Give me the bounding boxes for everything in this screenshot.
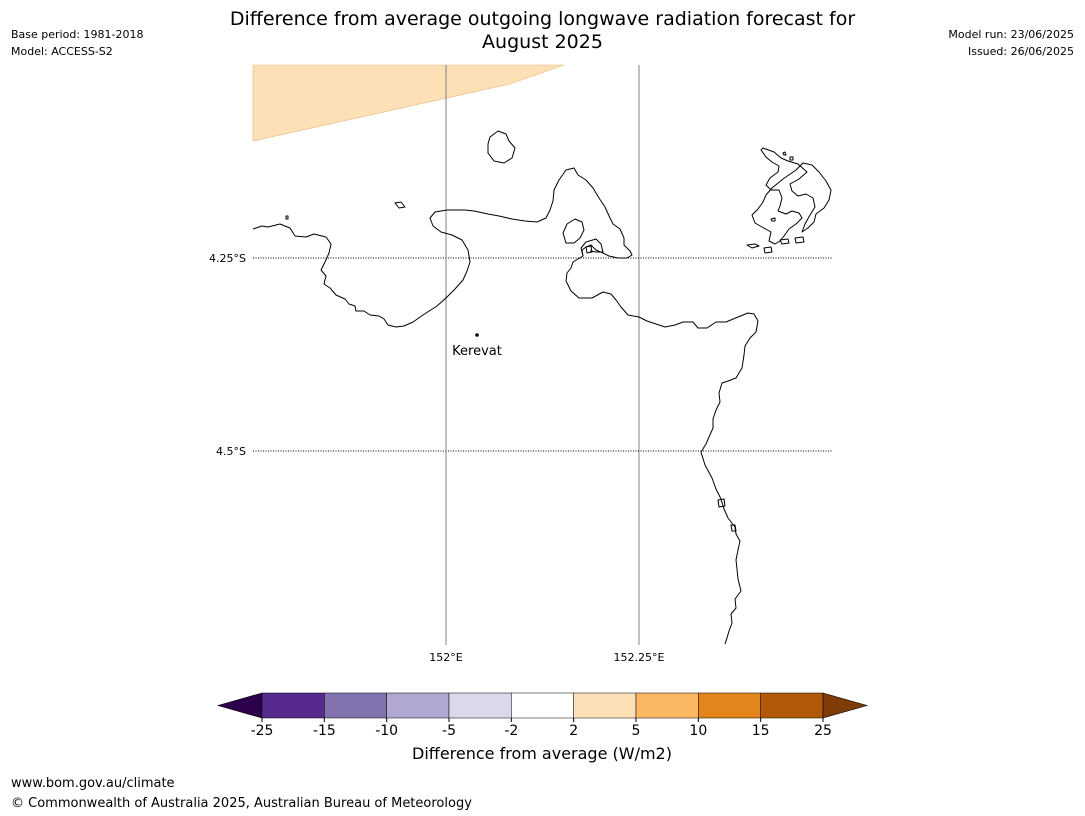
anomaly-shaded-area xyxy=(252,64,565,142)
islet-west-1 xyxy=(394,201,406,209)
islet-east-5 xyxy=(782,151,787,156)
map-title: Difference from average outgoing longwav… xyxy=(160,8,925,54)
colorbar-tick-label: 15 xyxy=(752,723,770,739)
kerevat-label: Kerevat xyxy=(452,344,502,359)
duke-of-york-islands xyxy=(751,147,832,245)
colorbar-bin xyxy=(573,692,637,719)
colorbar-tick-label: 2 xyxy=(569,723,578,739)
coastline-main xyxy=(252,167,759,645)
colorbar-bin xyxy=(261,692,325,719)
title-line-2: August 2025 xyxy=(482,31,603,53)
colorbar-bin xyxy=(324,692,387,719)
colorbar-bin xyxy=(386,692,450,719)
copyright-text: © Commonwealth of Australia 2025, Austra… xyxy=(11,796,472,811)
islet-east-2 xyxy=(763,246,773,254)
colorbar-tick-label: 10 xyxy=(689,723,707,739)
lon-label-152e: 152°E xyxy=(429,651,462,664)
colorbar-bin xyxy=(511,692,574,719)
islet-east-6 xyxy=(789,156,794,161)
lat-label-4-25s: 4.25°S xyxy=(209,252,246,265)
colorbar-bin xyxy=(698,692,761,719)
coastline-peninsula xyxy=(562,218,585,244)
colorbar-tick-label: -15 xyxy=(313,723,336,739)
lon-label-152-25e: 152.25°E xyxy=(614,651,665,664)
colorbar-tick-label: -10 xyxy=(375,723,398,739)
coastline-inlet xyxy=(580,238,604,257)
islet-south-2 xyxy=(730,524,737,532)
colorbar-tick-label: -25 xyxy=(251,723,274,739)
kerevat-marker xyxy=(475,333,479,337)
base-period-text: Base period: 1981-2018 xyxy=(11,28,144,41)
islet-bay xyxy=(585,245,593,254)
islet-east-1 xyxy=(746,243,760,249)
lat-label-4-5s: 4.5°S xyxy=(216,445,246,458)
model-run-text: Model run: 23/06/2025 xyxy=(948,28,1074,41)
map-metadata-left: Base period: 1981-2018 Model: ACCESS-S2 xyxy=(11,26,143,60)
colorbar-tick-label: -2 xyxy=(504,723,518,739)
map-metadata-right: Model run: 23/06/2025 Issued: 26/06/2025 xyxy=(948,26,1074,60)
islet-east-3 xyxy=(779,238,790,245)
islet-south-1 xyxy=(717,498,726,508)
islet-west-2 xyxy=(285,215,289,220)
colorbar-tick-label: 25 xyxy=(814,723,832,739)
title-line-1: Difference from average outgoing longwav… xyxy=(229,8,856,30)
colorbar-tick-label: 5 xyxy=(632,723,641,739)
colorbar-bin xyxy=(760,692,824,719)
colorbar-bins xyxy=(261,692,824,719)
model-text: Model: ACCESS-S2 xyxy=(11,45,113,58)
islet-east-4 xyxy=(794,236,805,244)
colorbar-under-arrow xyxy=(216,692,263,719)
colorbar-label: Difference from average (W/m2) xyxy=(412,744,672,763)
colorbar-bin xyxy=(448,692,512,719)
website-text: www.bom.gov.au/climate xyxy=(11,776,175,791)
issued-text: Issued: 26/06/2025 xyxy=(967,45,1074,58)
colorbar-tick-label: -5 xyxy=(442,723,456,739)
island-north xyxy=(487,130,516,164)
islet-east-7 xyxy=(770,217,776,222)
colorbar-ticks: -25 -15 -10 -5 -2 2 5 10 15 25 xyxy=(251,718,832,739)
colorbar: -25 -15 -10 -5 -2 2 5 10 15 25 xyxy=(216,692,869,739)
colorbar-bin xyxy=(635,692,699,719)
colorbar-over-arrow xyxy=(822,692,869,719)
footer: www.bom.gov.au/climate © Commonwealth of… xyxy=(11,774,472,814)
